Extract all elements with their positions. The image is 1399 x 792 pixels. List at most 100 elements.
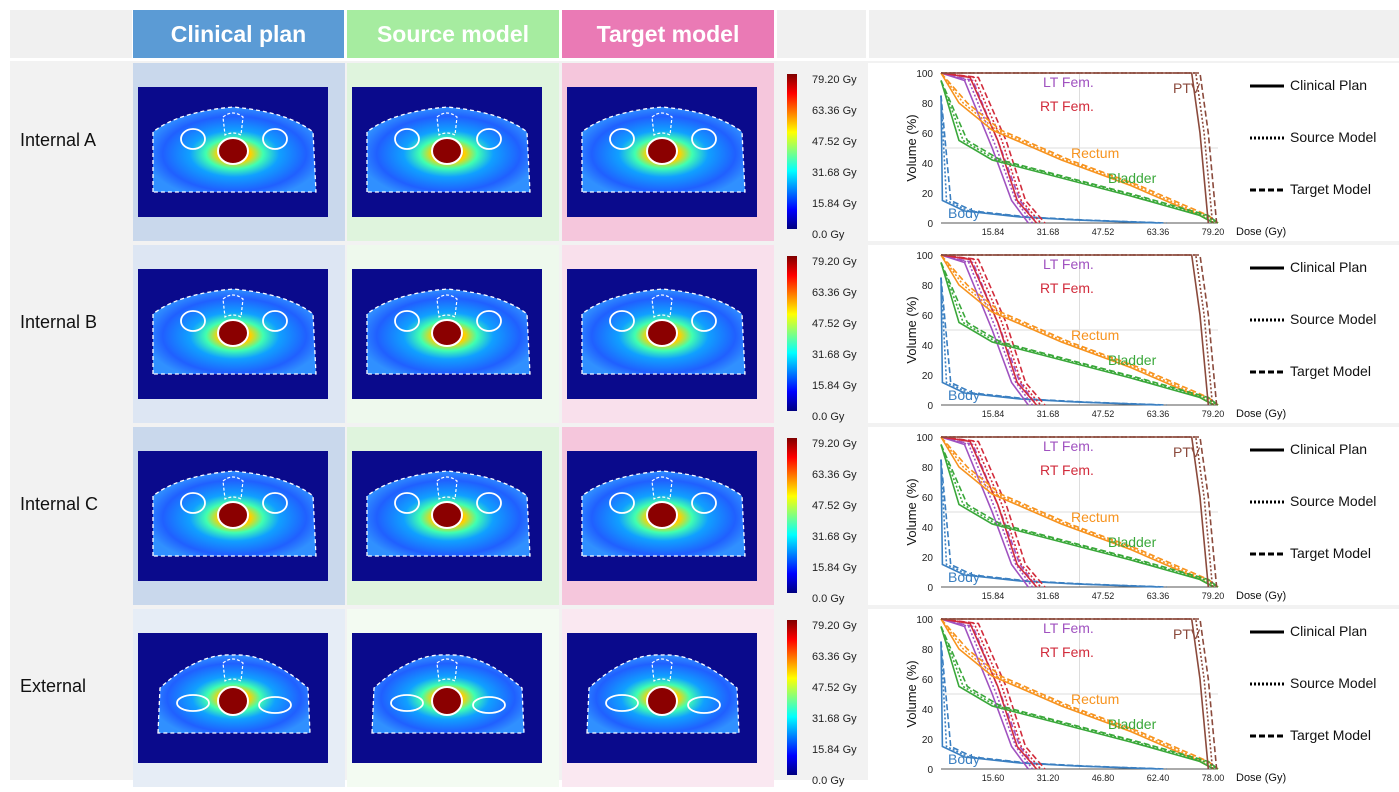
header-source-model: Source model bbox=[347, 10, 559, 58]
dose-map-cell-source-2 bbox=[347, 427, 559, 605]
legend-line-icon bbox=[1250, 682, 1284, 686]
dvh-curve-ptv bbox=[941, 436, 1218, 588]
dose-map-cell-clinical-0 bbox=[133, 63, 345, 241]
legend-line-icon bbox=[1250, 630, 1284, 634]
dvh-xtick: 79.20 bbox=[1202, 409, 1225, 419]
colorbar-label: 47.52 Gy bbox=[812, 318, 857, 330]
dvh-ytick: 0 bbox=[927, 765, 933, 776]
legend-label: Target Model bbox=[1290, 181, 1371, 197]
colorbar-label: 47.52 Gy bbox=[812, 682, 857, 694]
dose-map-image bbox=[352, 87, 542, 217]
legend-line-icon bbox=[1250, 370, 1284, 374]
dose-map-image bbox=[138, 451, 328, 581]
colorbar-label: 79.20 Gy bbox=[812, 74, 857, 86]
colorbar-label: 79.20 Gy bbox=[812, 620, 857, 632]
dvh-curve-body bbox=[940, 641, 1167, 770]
dose-map-cell-clinical-2 bbox=[133, 427, 345, 605]
dvh-label-rectum: Rectum bbox=[1071, 145, 1119, 161]
colorbar-label: 0.0 Gy bbox=[812, 593, 845, 605]
dose-map-cell-target-0 bbox=[562, 63, 774, 241]
dvh-curve-lt_fem bbox=[940, 436, 1034, 588]
dose-map-image bbox=[138, 87, 328, 217]
dvh-curve-body bbox=[940, 277, 1167, 406]
colorbar-label: 63.36 Gy bbox=[812, 469, 857, 481]
dvh-xtick: 63.36 bbox=[1147, 409, 1170, 419]
dose-map-cell-target-3 bbox=[562, 609, 774, 787]
dvh-label-ptv: PTV bbox=[1173, 80, 1201, 96]
dvh-curve-ptv bbox=[941, 72, 1218, 224]
dvh-curve-bladder bbox=[940, 626, 1219, 770]
header-blank-left bbox=[10, 10, 132, 58]
colorbar-label: 79.20 Gy bbox=[812, 256, 857, 268]
colorbar-1 bbox=[787, 256, 797, 411]
dvh-ytick: 80 bbox=[922, 281, 934, 292]
row-label-internal-c: Internal C bbox=[20, 494, 99, 514]
dvh-ytick: 60 bbox=[922, 311, 934, 322]
legend-item-source: Source Model bbox=[1250, 129, 1376, 145]
dvh-xlabel: Dose (Gy) bbox=[1236, 408, 1286, 420]
dvh-ytick: 60 bbox=[922, 493, 934, 504]
dvh-curve-bladder bbox=[940, 444, 1219, 588]
dvh-svg: 100 80 60 40 20 0 15.84 31.68 47.52 63.36 79.20 Vol… bbox=[904, 69, 1286, 238]
dose-map-image bbox=[352, 269, 542, 399]
dvh-curve-lt_fem bbox=[940, 618, 1034, 770]
dose-map-cell-clinical-1 bbox=[133, 245, 345, 423]
legend-label: Source Model bbox=[1290, 493, 1377, 509]
dvh-ytick: 40 bbox=[922, 341, 934, 352]
dose-map-image bbox=[567, 633, 757, 763]
colorbar-label: 31.68 Gy bbox=[812, 531, 857, 543]
legend-label: Target Model bbox=[1290, 363, 1371, 379]
colorbar-2 bbox=[787, 438, 797, 593]
dose-map-image bbox=[567, 451, 757, 581]
dose-map-cell-source-1 bbox=[347, 245, 559, 423]
dvh-label-body: Body bbox=[948, 205, 980, 221]
dvh-label-lt: LT Fem. bbox=[1043, 74, 1094, 90]
dvh-label-bladder: Bladder bbox=[1108, 352, 1157, 368]
header-clinical-plan: Clinical plan bbox=[133, 10, 344, 58]
dvh-ytick: 0 bbox=[927, 583, 933, 594]
dvh-xlabel: Dose (Gy) bbox=[1236, 772, 1286, 784]
dvh-ytick: 80 bbox=[922, 99, 934, 110]
legend-item-target: Target Model bbox=[1250, 727, 1371, 743]
dvh-xtick: 15.60 bbox=[982, 773, 1005, 783]
dose-map-cell-target-2 bbox=[562, 427, 774, 605]
dvh-chart-3: 100 80 60 40 20 0 15.60 31.20 46.80 62.40 78.00 Vol… bbox=[868, 609, 1399, 787]
dvh-ytick: 0 bbox=[927, 219, 933, 230]
header-blank-dvh bbox=[869, 10, 1399, 58]
dvh-label-bladder: Bladder bbox=[1108, 534, 1157, 550]
legend-label: Source Model bbox=[1290, 311, 1377, 327]
colorbar-label: 63.36 Gy bbox=[812, 651, 857, 663]
colorbar-label: 31.68 Gy bbox=[812, 167, 857, 179]
dvh-label-rectum: Rectum bbox=[1071, 509, 1119, 525]
dvh-ytick: 100 bbox=[916, 69, 933, 80]
dvh-curve-lt_fem bbox=[940, 436, 1038, 588]
colorbar-label: 0.0 Gy bbox=[812, 229, 845, 241]
dvh-ytick: 60 bbox=[922, 675, 934, 686]
dvh-label-rt: RT Fem. bbox=[1040, 462, 1094, 478]
dvh-xtick: 15.84 bbox=[982, 409, 1005, 419]
dvh-curve-lt_fem bbox=[940, 618, 1038, 770]
colorbar-label: 31.68 Gy bbox=[812, 713, 857, 725]
dvh-xtick: 15.84 bbox=[982, 591, 1005, 601]
legend-label: Source Model bbox=[1290, 675, 1377, 691]
dvh-curve-body bbox=[940, 95, 1167, 224]
dvh-ytick: 0 bbox=[927, 401, 933, 412]
dvh-label-rt: RT Fem. bbox=[1040, 644, 1094, 660]
dvh-xtick: 79.20 bbox=[1202, 591, 1225, 601]
legend-line-icon bbox=[1250, 552, 1284, 556]
dvh-label-rectum: Rectum bbox=[1071, 327, 1119, 343]
dvh-label-lt: LT Fem. bbox=[1043, 256, 1094, 272]
colorbar-3 bbox=[787, 620, 797, 775]
colorbar-label: 15.84 Gy bbox=[812, 562, 857, 574]
colorbar-label: 0.0 Gy bbox=[812, 775, 845, 787]
dvh-ytick: 40 bbox=[922, 159, 934, 170]
dvh-ylabel: Volume (%) bbox=[904, 114, 919, 181]
dvh-curve-body bbox=[940, 459, 1167, 588]
legend-label: Clinical Plan bbox=[1290, 623, 1368, 639]
colorbar-label: 0.0 Gy bbox=[812, 411, 845, 423]
dvh-xtick: 31.68 bbox=[1037, 409, 1060, 419]
dvh-xtick: 63.36 bbox=[1147, 591, 1170, 601]
dose-map-image bbox=[138, 269, 328, 399]
dvh-label-ptv: PTV bbox=[1173, 444, 1201, 460]
colorbar-label: 15.84 Gy bbox=[812, 744, 857, 756]
